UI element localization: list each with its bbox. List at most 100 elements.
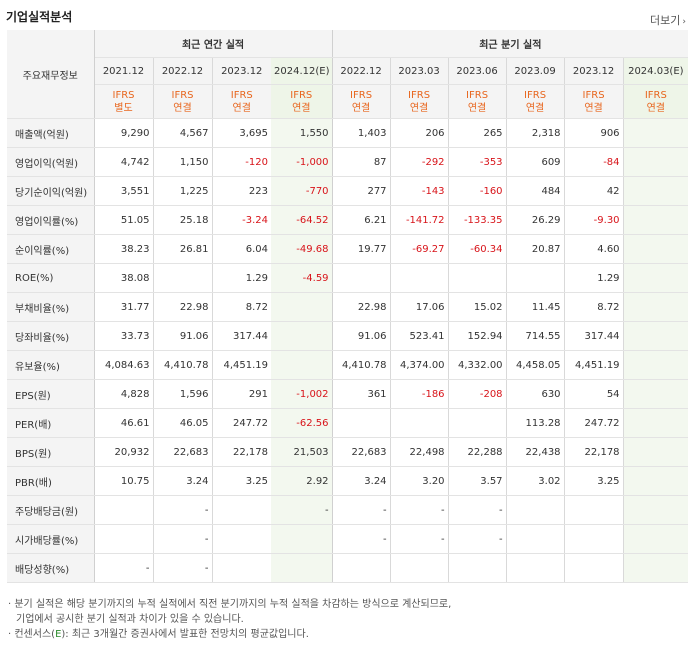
- row-label: BPS(원): [7, 437, 95, 467]
- table-row: ROE(%) 38.08 1.29 -4.59 1.29: [7, 263, 689, 293]
- table-cell: [622, 524, 689, 554]
- table-cell: 484: [505, 176, 565, 206]
- table-cell: -: [271, 495, 333, 525]
- table-cell: 20,932: [93, 437, 153, 467]
- table-cell: -160: [447, 176, 507, 206]
- table-cell: -1,000: [271, 147, 333, 177]
- table-cell: 22,288: [447, 437, 507, 467]
- table-cell: 152.94: [447, 321, 507, 351]
- row-label: 주당배당금(원): [7, 495, 95, 525]
- ifrs-label: IFRS: [230, 89, 253, 101]
- table-cell: 91.06: [331, 321, 391, 351]
- ifrs-label: IFRS: [171, 89, 194, 101]
- table-cell: 1,225: [152, 176, 212, 206]
- table-cell: 4.60: [563, 234, 624, 264]
- table-cell: 11.45: [505, 292, 565, 322]
- table-cell: [622, 408, 689, 438]
- table-cell: -292: [389, 147, 449, 177]
- ifrs-label: IFRS: [350, 89, 373, 101]
- table-cell: [505, 553, 565, 583]
- table-cell: [563, 524, 624, 554]
- note-quarterly: · 분기 실적은 해당 분기까지의 누적 실적에서 직전 분기까지의 누적 실적…: [8, 599, 452, 610]
- row-label: 시가배당률(%): [7, 524, 95, 554]
- table-cell: 10.75: [93, 466, 153, 496]
- table-cell: 4,567: [152, 118, 212, 148]
- table-cell: 630: [505, 379, 565, 409]
- table-cell: [622, 553, 689, 583]
- table-cell: [505, 263, 565, 293]
- ifrs-label: IFRS: [582, 89, 605, 101]
- table-cell: 22,498: [389, 437, 449, 467]
- table-cell: 8.72: [563, 292, 624, 322]
- row-label: PER(배): [7, 408, 95, 438]
- table-cell: 20.87: [505, 234, 565, 264]
- note-consensus-e: E: [55, 629, 62, 640]
- basis-label: 연결: [232, 102, 251, 114]
- table-cell: [331, 408, 391, 438]
- table-cell: [447, 263, 507, 293]
- table-cell: 317.44: [211, 321, 271, 351]
- note-consensus: · 컨센서스(E): 최근 3개월간 증권사에서 발표한 전망치의 평균값입니다…: [8, 627, 451, 642]
- ifrs-label: IFRS: [524, 89, 547, 101]
- more-link[interactable]: 더보기 ›: [650, 12, 686, 28]
- table-cell: -1,002: [271, 379, 333, 409]
- table-cell: 22,178: [211, 437, 271, 467]
- table-cell: [271, 350, 333, 380]
- table-cell: [331, 263, 391, 293]
- table-cell: 4,374.00: [389, 350, 449, 380]
- table-cell: 247.72: [563, 408, 624, 438]
- period-header: 2024.12(E): [271, 57, 333, 85]
- table-cell: -: [447, 495, 507, 525]
- table-cell: 38.23: [93, 234, 153, 264]
- period-header: 2023.06: [447, 57, 507, 85]
- table-row: 유보율(%) 4,084.63 4,410.78 4,451.19 4,410.78 4,…: [7, 350, 689, 380]
- table-cell: 2,318: [505, 118, 565, 148]
- table-cell: 247.72: [211, 408, 271, 438]
- row-label-header: 주요재무정보: [7, 30, 95, 119]
- table-row: 순이익률(%) 38.23 26.81 6.04 -49.68 19.77 -69.27 -6…: [7, 234, 689, 264]
- table-cell: [622, 350, 689, 380]
- table-cell: -353: [447, 147, 507, 177]
- table-cell: 25.18: [152, 205, 212, 235]
- more-label: 더보기: [650, 14, 681, 27]
- basis-label: 연결: [351, 102, 371, 114]
- table-cell: -: [93, 553, 153, 583]
- table-cell: -141.72: [389, 205, 449, 235]
- table-cell: 1,150: [152, 147, 212, 177]
- table-cell: 87: [331, 147, 391, 177]
- table-row: EPS(원) 4,828 1,596 291 -1,002 361 -186 -208 630 5…: [7, 379, 689, 409]
- table-cell: 317.44: [563, 321, 624, 351]
- table-cell: 206: [389, 118, 449, 148]
- table-cell: -4.59: [271, 263, 333, 293]
- table-cell: [93, 495, 153, 525]
- table-row: BPS(원) 20,932 22,683 22,178 21,503 22,683 22,4…: [7, 437, 689, 467]
- table-row: 당좌비율(%) 33.73 91.06 317.44 91.06 523.41 152.94…: [7, 321, 689, 351]
- basis-label: 연결: [525, 102, 545, 114]
- table-cell: -: [152, 553, 212, 583]
- table-cell: 1.29: [563, 263, 624, 293]
- footnotes: · 분기 실적은 해당 분기까지의 누적 실적에서 직전 분기까지의 누적 실적…: [8, 597, 451, 642]
- table-cell: 9,290: [93, 118, 153, 148]
- table-cell: 906: [563, 118, 624, 148]
- ifrs-basis-header: IFRS 연결: [211, 84, 271, 119]
- table-cell: 22.98: [331, 292, 391, 322]
- table-cell: 26.29: [505, 205, 565, 235]
- row-label: 당기순이익(억원): [7, 176, 95, 206]
- period-header: 2023.09: [505, 57, 565, 85]
- table-cell: -60.34: [447, 234, 507, 264]
- quarter-group-header: 최근 분기 실적: [332, 30, 689, 58]
- table-cell: [389, 553, 449, 583]
- table-cell: -186: [389, 379, 449, 409]
- table-cell: 31.77: [93, 292, 153, 322]
- ifrs-basis-header: IFRS 연결: [505, 84, 565, 119]
- table-cell: [563, 553, 624, 583]
- ifrs-basis-header: IFRS 연결: [331, 84, 391, 119]
- basis-label: 연결: [467, 102, 487, 114]
- table-cell: 4,828: [93, 379, 153, 409]
- period-header: 2023.03: [389, 57, 449, 85]
- table-cell: 1.29: [211, 263, 271, 293]
- note-consensus-suffix: ): 최근 3개월간 증권사에서 발표한 전망치의 평균값입니다.: [61, 629, 309, 640]
- ifrs-basis-header: IFRS 연결: [622, 84, 689, 119]
- table-cell: -770: [271, 176, 333, 206]
- row-label: 영업이익(억원): [7, 147, 95, 177]
